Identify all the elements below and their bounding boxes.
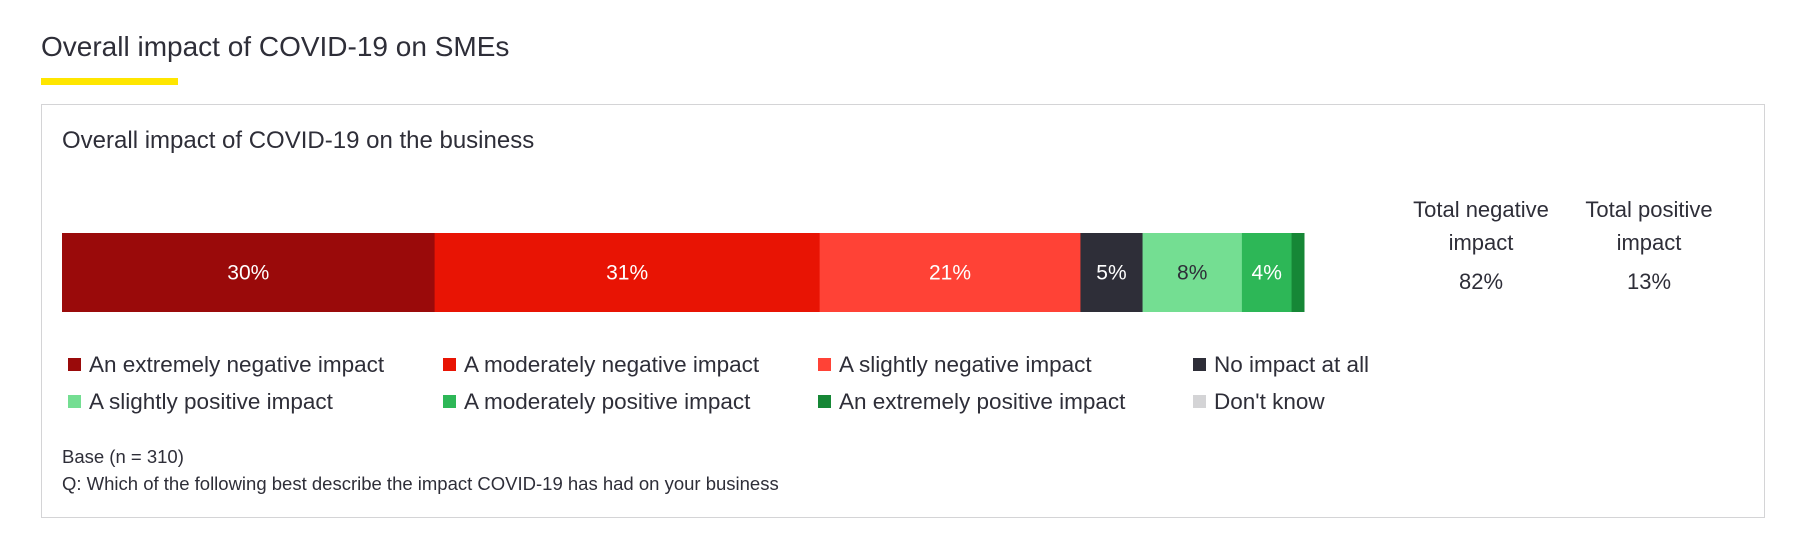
bar-segment-a-moderately-positive-impact [1241,233,1293,312]
bar-label-a-slightly-positive-impact: 8% [1177,262,1207,285]
legend-item-a-moderately-positive-impact: A moderately positive impact [443,387,818,416]
total-negative-label: Total negative impact [1413,197,1549,255]
legend-swatch-an-extremely-negative-impact [68,358,81,371]
legend: An extremely negative impact A moderately… [68,350,1433,416]
legend-label: A moderately positive impact [464,388,751,414]
total-negative-value: 82% [1458,269,1504,294]
totals-panel: Total negative impact 82% Total positive… [1397,193,1733,295]
legend-label: An extremely positive impact [839,388,1126,414]
legend-swatch-a-slightly-negative-impact [818,358,831,371]
legend-label: Don't know [1214,388,1325,414]
bar-label-a-slightly-negative-impact: 21% [929,262,971,285]
legend-item-no-impact-at-all: No impact at all [1193,350,1433,379]
legend-swatch-a-moderately-positive-impact [443,395,456,408]
total-positive-value: 13% [1626,269,1672,294]
legend-label: A slightly negative impact [839,351,1092,377]
bar-label-an-extremely-negative-impact: 30% [227,262,269,285]
legend-item-a-slightly-negative-impact: A slightly negative impact [818,350,1193,379]
legend-item-a-moderately-negative-impact: A moderately negative impact [443,350,818,379]
chart-card: Overall impact of COVID-19 on the busine… [41,104,1765,518]
stacked-bar-chart: 30% 31% 21% 5% 8% 4% [62,233,1305,312]
bar-segment-an-extremely-positive-impact [1291,233,1305,312]
legend-label: An extremely negative impact [89,351,385,377]
bar-segment-no-impact-at-all [1080,233,1144,312]
legend-swatch-don-t-know [1193,395,1206,408]
bar-label-no-impact-at-all: 5% [1096,262,1126,285]
chart-title: Overall impact of COVID-19 on the busine… [62,127,535,154]
legend-item-an-extremely-negative-impact: An extremely negative impact [68,350,443,379]
total-positive: Total positive impact 13% [1565,193,1733,295]
legend-item-an-extremely-positive-impact: An extremely positive impact [818,387,1193,416]
legend-item-a-slightly-positive-impact: A slightly positive impact [68,387,443,416]
total-positive-label: Total positive impact [1585,197,1713,255]
total-negative: Total negative impact 82% [1397,193,1565,295]
bar-segment-a-moderately-negative-impact [434,233,821,312]
bar-label-a-moderately-positive-impact: 4% [1252,262,1282,285]
footnote: Base (n = 310) Q: Which of the following… [62,443,779,497]
legend-swatch-a-moderately-negative-impact [443,358,456,371]
base-note: Base (n = 310) [62,446,184,467]
legend-label: A slightly positive impact [89,388,333,414]
legend-label: No impact at all [1214,351,1370,377]
bar-segment-a-slightly-positive-impact [1142,233,1243,312]
legend-swatch-no-impact-at-all [1193,358,1206,371]
title-underline [41,78,178,85]
legend-swatch-an-extremely-positive-impact [818,395,831,408]
page-title: Overall impact of COVID-19 on SMEs [41,31,510,62]
question-note: Q: Which of the following best describe … [62,473,779,494]
bar-segment-a-slightly-negative-impact [819,233,1081,312]
bar-segment-an-extremely-negative-impact [62,233,436,312]
bar-label-a-moderately-negative-impact: 31% [606,262,648,285]
legend-swatch-a-slightly-positive-impact [68,395,81,408]
legend-label: A moderately negative impact [464,351,760,377]
legend-item-don-t-know: Don't know [1193,387,1433,416]
